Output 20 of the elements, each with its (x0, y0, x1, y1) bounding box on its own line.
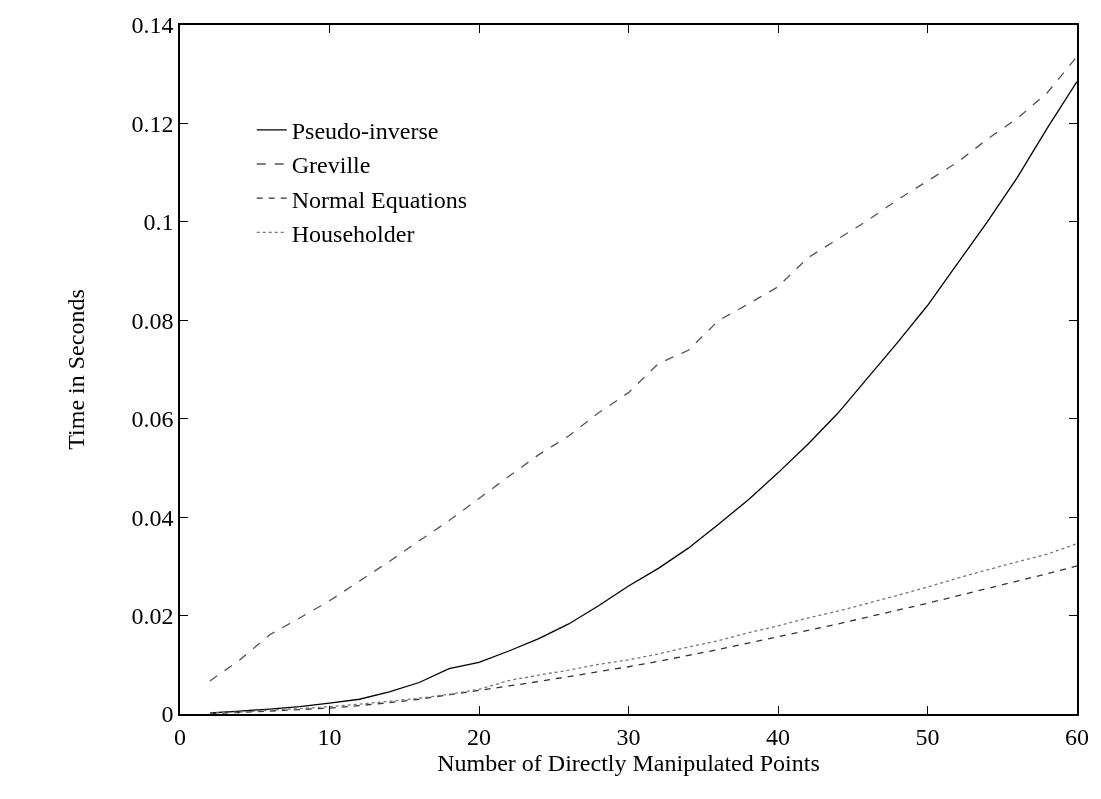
legend-label: Householder (291, 220, 415, 247)
y-tick-label: 0.02 (131, 602, 174, 629)
x-axis-title: Number of Directly Manipulated Points (437, 749, 820, 776)
y-tick-label: 0.06 (131, 406, 174, 433)
x-tick-label: 20 (467, 723, 491, 750)
x-tick-label: 40 (766, 723, 790, 750)
y-tick-label: 0.08 (131, 307, 174, 334)
y-tick-label: 0.1 (143, 209, 174, 236)
legend-label: Normal Equations (291, 186, 468, 213)
y-tick-label: 0.14 (131, 12, 174, 39)
y-tick-label: 0 (161, 701, 174, 728)
x-tick-label: 30 (616, 723, 641, 750)
y-axis-title: Time in Seconds (63, 289, 90, 450)
y-tick-label: 0.04 (131, 504, 174, 531)
x-tick-label: 50 (915, 723, 940, 750)
x-tick-label: 10 (317, 723, 342, 750)
legend-label: Greville (291, 152, 371, 179)
x-tick-label: 60 (1065, 723, 1089, 750)
legend-label: Pseudo-inverse (291, 118, 439, 145)
y-tick-label: 0.12 (131, 110, 174, 137)
